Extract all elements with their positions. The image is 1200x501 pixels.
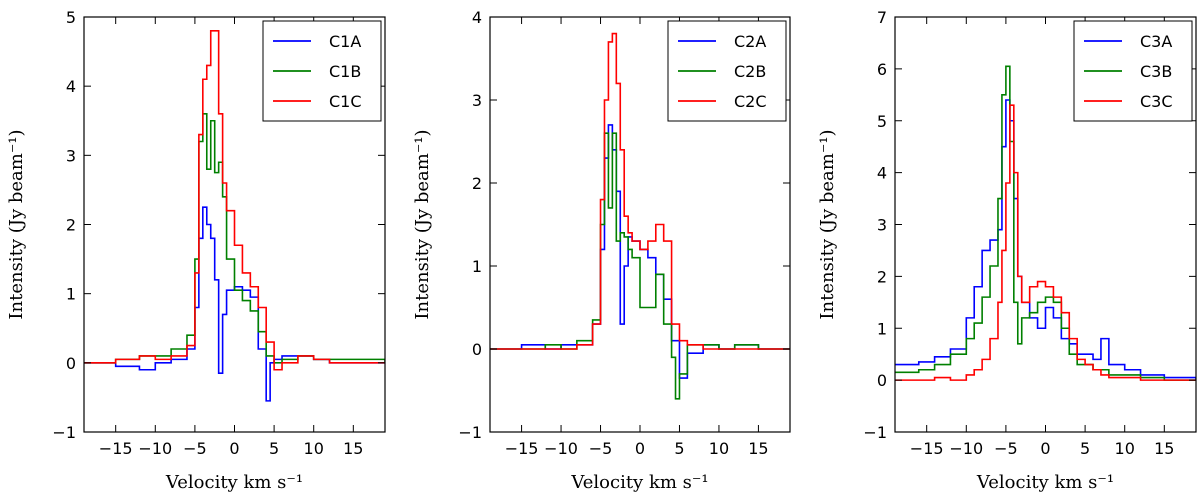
panel-3-y-axis-label: Intensity (Jy beam⁻¹) bbox=[817, 129, 838, 319]
panel-1-ytick-label: 3 bbox=[66, 146, 76, 165]
panel-3-ytick-label: 7 bbox=[877, 8, 887, 27]
panel-1-ytick-label: 2 bbox=[66, 216, 76, 235]
panel-3-ytick-label: 1 bbox=[877, 319, 887, 338]
panel-3-ytick-label: 4 bbox=[877, 164, 887, 183]
panel-3-legend-label-c3a: C3A bbox=[1140, 32, 1172, 51]
panel-2-xtick-label: 15 bbox=[748, 439, 768, 458]
panel-2-xtick-label: 5 bbox=[674, 439, 684, 458]
panel-1-xtick-label: 0 bbox=[229, 439, 239, 458]
panel-2-xtick-label: −5 bbox=[589, 439, 613, 458]
panel-2-xtick-label: −15 bbox=[505, 439, 539, 458]
panel-1-xtick-label: 5 bbox=[269, 439, 279, 458]
panel-3-series-c3a bbox=[895, 99, 1196, 381]
panel-2-legend-label-c2b: C2B bbox=[734, 62, 766, 81]
panel-3-series-group bbox=[895, 65, 1196, 381]
panel-3-legend-label-c3c: C3C bbox=[1140, 92, 1173, 111]
panel-2-ytick-label: −1 bbox=[458, 423, 482, 442]
panel-2-ytick-label: 2 bbox=[472, 174, 482, 193]
panel-1-series-c1c bbox=[84, 30, 385, 371]
panel-1-series-c1a bbox=[84, 206, 385, 402]
panel-2-legend: C2A C2B C2C bbox=[667, 20, 787, 122]
panel-1-series-group bbox=[84, 30, 385, 402]
panel-2-xtick-label: −10 bbox=[544, 439, 578, 458]
panel-2-series-group bbox=[490, 32, 790, 400]
panel-1-ytick-label: −1 bbox=[52, 423, 76, 442]
panel-1-ytick-label: 4 bbox=[66, 77, 76, 96]
panel-1-xtick-label: −10 bbox=[138, 439, 172, 458]
panel-3-series-c3c bbox=[895, 104, 1196, 381]
panel-2-xtick-label: 10 bbox=[709, 439, 729, 458]
panel-2-ytick-label: 0 bbox=[472, 340, 482, 359]
panel-1-ytick-label: 0 bbox=[66, 354, 76, 373]
panel-2-series-c2b bbox=[490, 132, 790, 400]
panel-2-ytick-label: 1 bbox=[472, 257, 482, 276]
panel-3-legend-label-c3b: C3B bbox=[1140, 62, 1172, 81]
panel-3-xtick-label: 15 bbox=[1154, 439, 1174, 458]
panel-3-ytick-label: 2 bbox=[877, 267, 887, 286]
panel-3-xtick-label: −5 bbox=[994, 439, 1018, 458]
panel-1-ytick-label: 5 bbox=[66, 8, 76, 27]
panel-3-ytick-label: −1 bbox=[863, 423, 887, 442]
panel-2-y-axis-label: Intensity (Jy beam⁻¹) bbox=[412, 129, 433, 319]
panel-2-legend-label-c2c: C2C bbox=[734, 92, 767, 111]
panel-3-ytick-label: 5 bbox=[877, 112, 887, 131]
panel-1-legend: C1A C1B C1C bbox=[262, 20, 382, 122]
panel-3-x-axis-label: Velocity km s⁻¹ bbox=[976, 472, 1114, 493]
panel-2-ytick-label: 4 bbox=[472, 8, 482, 27]
panel-1-legend-label-c1b: C1B bbox=[329, 62, 361, 81]
panel-3-xtick-label: −15 bbox=[910, 439, 944, 458]
panel-3-xtick-label: −10 bbox=[949, 439, 983, 458]
panel-3-legend: C3A C3B C3C bbox=[1073, 20, 1193, 122]
panel-2-x-axis-label: Velocity km s⁻¹ bbox=[570, 472, 708, 493]
panel-2-ytick-label: 3 bbox=[472, 91, 482, 110]
panel-3-ytick-label: 0 bbox=[877, 371, 887, 390]
panel-1-legend-label-c1a: C1A bbox=[329, 32, 361, 51]
panel-1-xtick-label: −15 bbox=[99, 439, 133, 458]
panel-3-ytick-label: 6 bbox=[877, 60, 887, 79]
panel-2-xtick-label: 0 bbox=[635, 439, 645, 458]
panel-1-xtick-label: 10 bbox=[304, 439, 324, 458]
panel-1-xtick-label: −5 bbox=[183, 439, 207, 458]
panel-1-legend-label-c1c: C1C bbox=[329, 92, 362, 111]
panel-1-xtick-label: 15 bbox=[343, 439, 363, 458]
panel-3-xtick-label: 10 bbox=[1115, 439, 1135, 458]
panel-2-series-c2a bbox=[490, 124, 790, 379]
panel-1-y-axis-label: Intensity (Jy beam⁻¹) bbox=[6, 129, 27, 319]
panel-2-legend-label-c2a: C2A bbox=[734, 32, 766, 51]
panel-3-ytick-label: 3 bbox=[877, 216, 887, 235]
panel-1-ytick-label: 1 bbox=[66, 285, 76, 304]
panel-1-x-axis-label: Velocity km s⁻¹ bbox=[165, 472, 303, 493]
panel-3-xtick-label: 5 bbox=[1080, 439, 1090, 458]
panel-2-series-c2c bbox=[490, 32, 790, 350]
panel-3-xtick-label: 0 bbox=[1040, 439, 1050, 458]
